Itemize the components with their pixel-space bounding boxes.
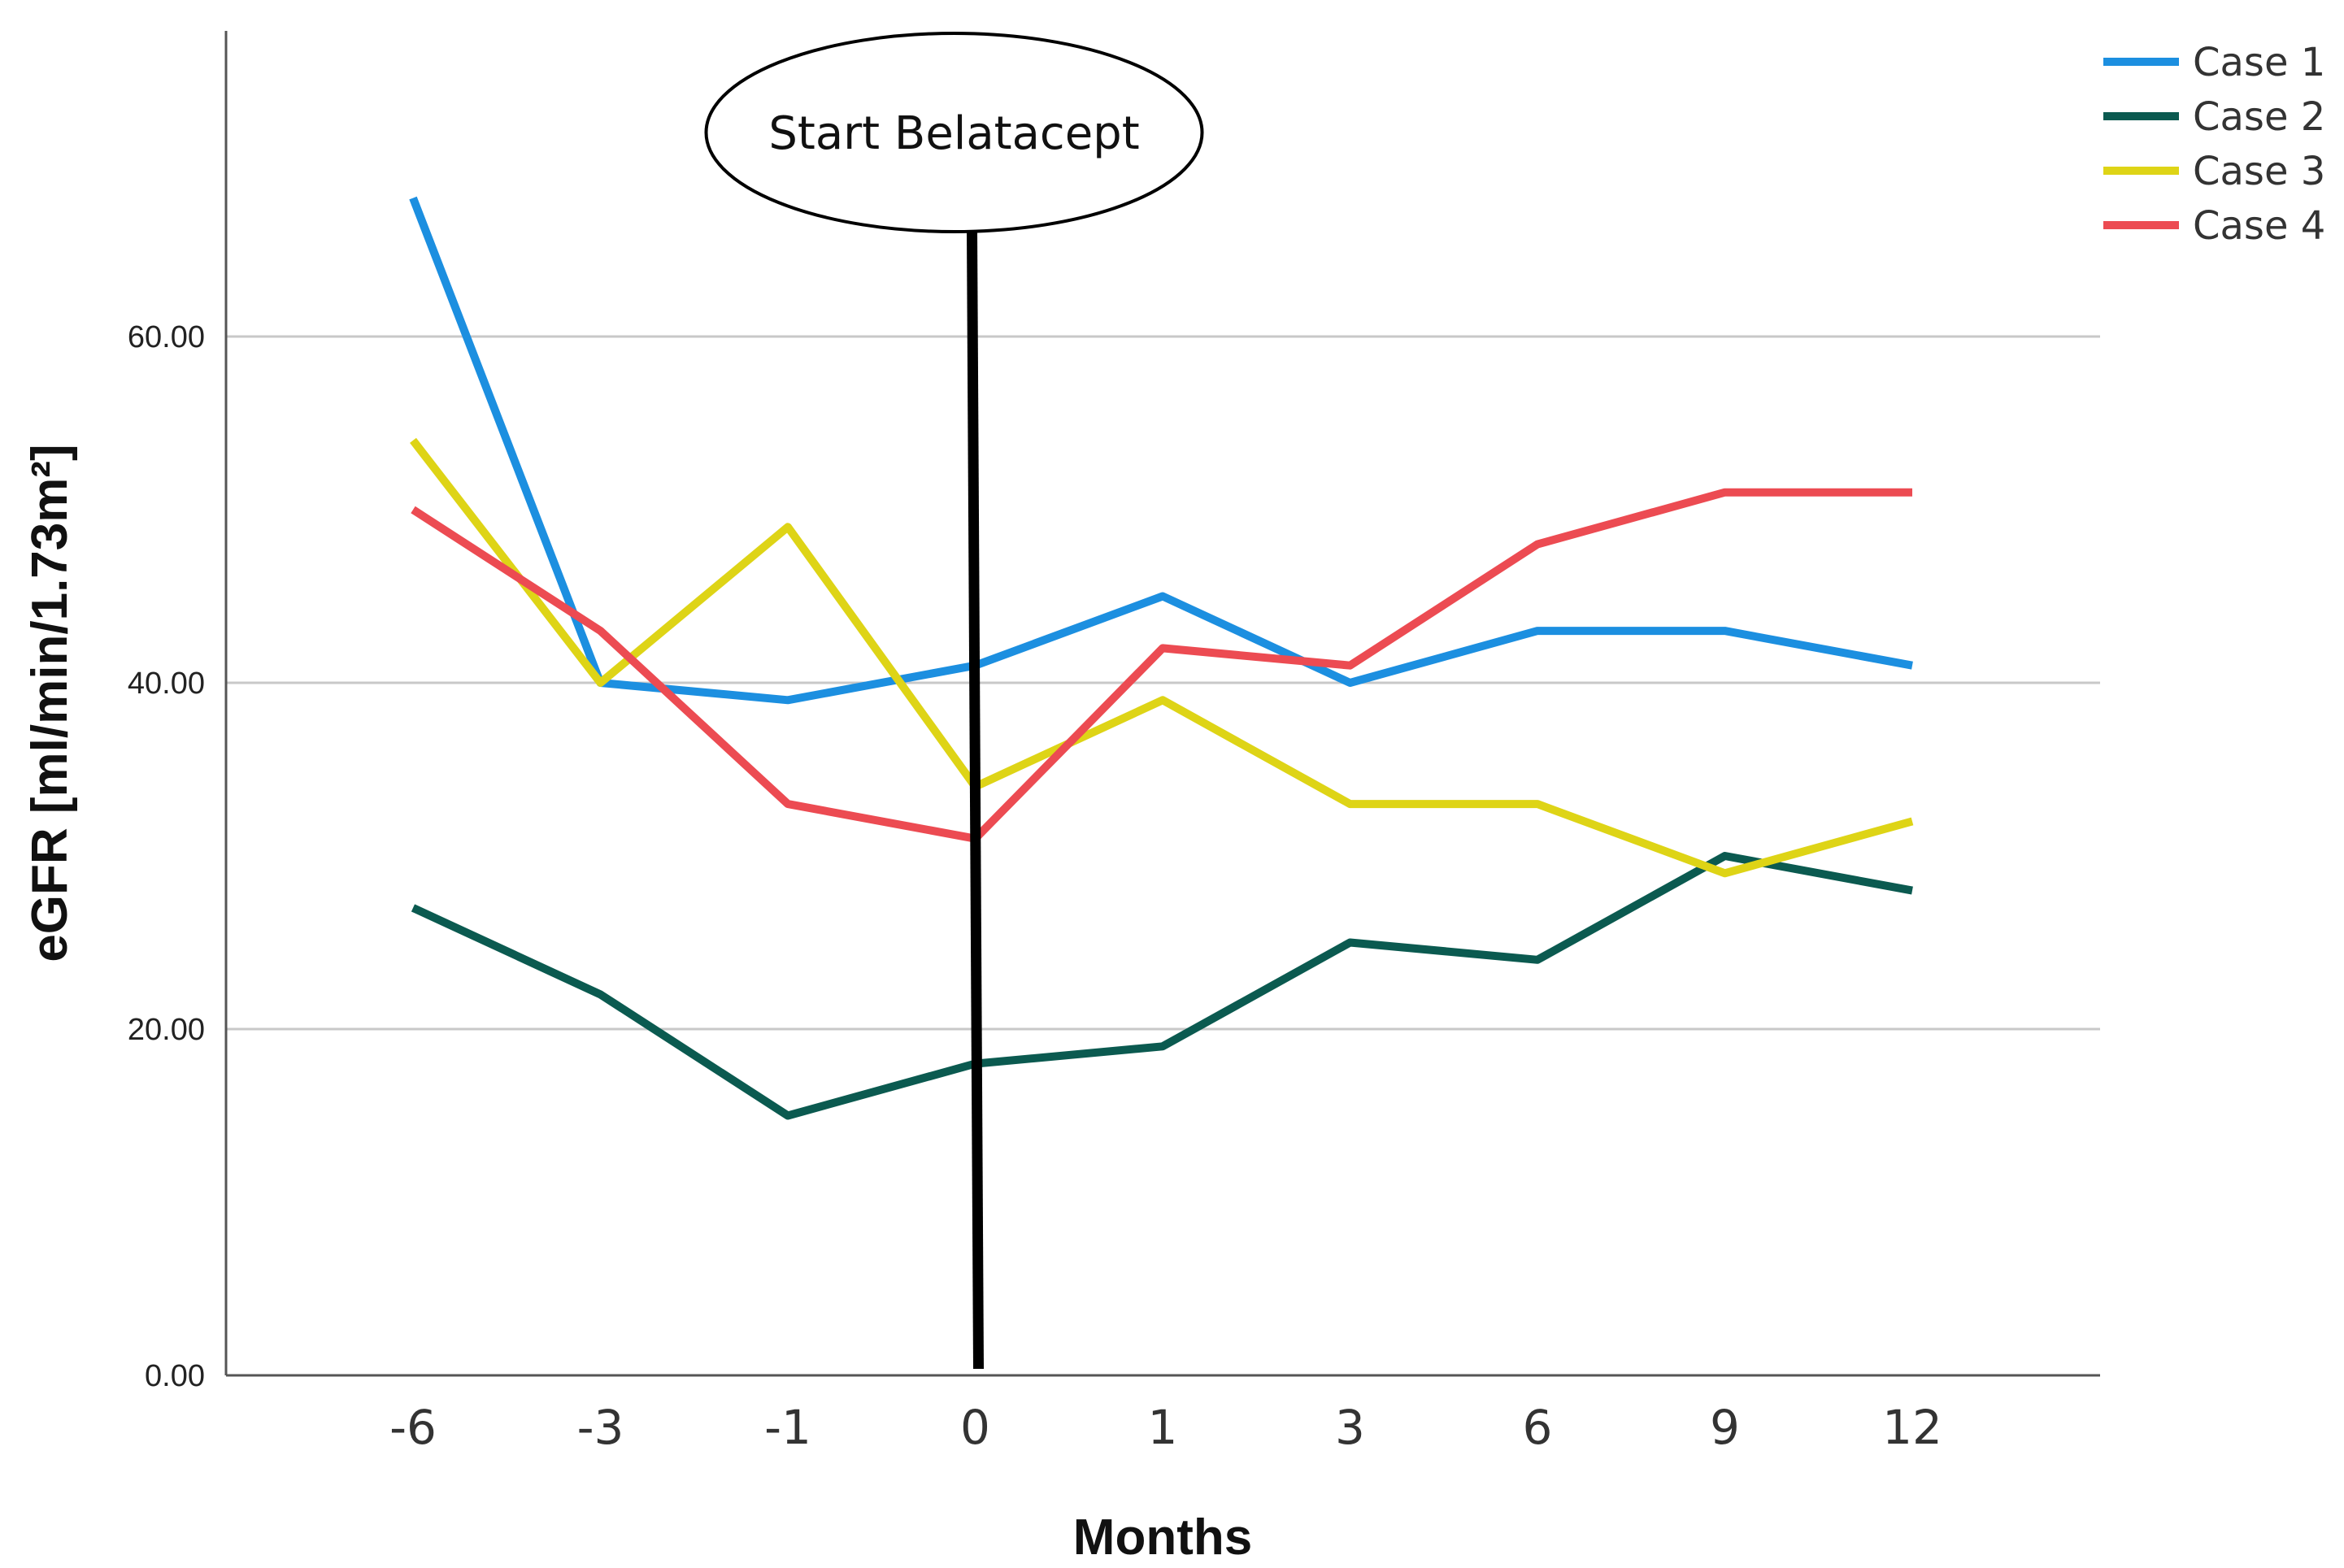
axes xyxy=(224,31,2100,1377)
legend-label-case-1: Case 1 xyxy=(2193,40,2325,85)
gridlines xyxy=(226,335,2100,1031)
y-tick-label: 20.00 xyxy=(128,1013,205,1047)
start-belatacept-label: Start Belatacept xyxy=(768,107,1139,160)
legend: Case 1 Case 2 Case 3 Case 4 xyxy=(2103,40,2325,249)
series-line-case-2 xyxy=(411,852,1913,1120)
y-tick-labels: 0.00 20.00 40.00 60.00 xyxy=(128,320,205,1393)
y-tick-label: 0.00 xyxy=(145,1359,205,1393)
x-tick-label: 0 xyxy=(960,1400,990,1455)
x-tick-label: 6 xyxy=(1523,1400,1553,1455)
legend-label-case-2: Case 2 xyxy=(2193,94,2325,140)
start-belatacept-callout xyxy=(704,32,1204,233)
x-tick-label: -6 xyxy=(389,1400,437,1455)
x-tick-label: 9 xyxy=(1710,1400,1740,1455)
y-tick-label: 40.00 xyxy=(128,667,205,701)
x-tick-labels: -6 -3 -1 0 1 3 6 9 12 xyxy=(389,1400,1942,1455)
x-tick-label: 3 xyxy=(1335,1400,1365,1455)
y-tick-label: 60.00 xyxy=(128,320,205,354)
legend-label-case-4: Case 4 xyxy=(2193,203,2325,249)
legend-label-case-3: Case 3 xyxy=(2193,149,2325,194)
x-tick-label: -1 xyxy=(764,1400,811,1455)
x-tick-label: 1 xyxy=(1148,1400,1178,1455)
x-tick-label: -3 xyxy=(577,1400,624,1455)
x-tick-label: 12 xyxy=(1882,1400,1942,1455)
series-line-case-4 xyxy=(411,488,1912,843)
y-axis-title: eGFR [ml/min/1.73m²] xyxy=(22,444,78,962)
series-line-case-1 xyxy=(409,196,1913,705)
annotation: Start Belatacept xyxy=(704,32,1204,1370)
start-belatacept-line xyxy=(967,229,984,1370)
series-line-case-3 xyxy=(410,437,1914,878)
series-lines xyxy=(409,196,1914,1120)
x-axis-title: Months xyxy=(1073,1509,1252,1566)
